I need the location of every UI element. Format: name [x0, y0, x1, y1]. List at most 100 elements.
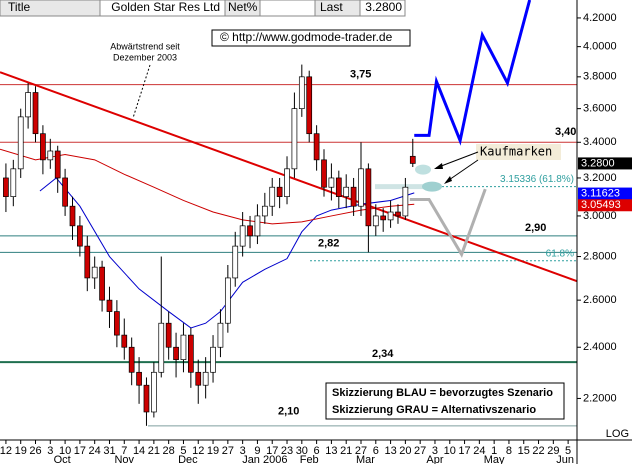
candle-body — [143, 384, 150, 413]
x-tick-label: 9 — [254, 445, 260, 457]
candle-body — [158, 322, 165, 373]
candle-body — [195, 371, 202, 386]
y-tick-label: 2.6000 — [583, 294, 617, 306]
price-box — [578, 187, 632, 200]
month-label: Feb — [300, 454, 319, 464]
candle-body — [99, 266, 105, 301]
candle-body — [69, 205, 76, 227]
arrow-head — [444, 176, 452, 184]
candle-body — [321, 159, 327, 188]
legend-box — [325, 382, 565, 420]
month-label: Dec — [178, 454, 198, 464]
x-tick-label: 17 — [266, 445, 278, 457]
header-last-label: Last — [320, 0, 343, 14]
y-tick-label: 3.6000 — [583, 103, 617, 115]
level-label: 2,10 — [278, 406, 299, 418]
candle-body — [372, 215, 379, 227]
candle-body — [62, 177, 68, 207]
y-tick-label: 2.4000 — [583, 341, 617, 353]
candle-body — [40, 133, 46, 161]
header-last-value: 3.2800 — [365, 0, 402, 14]
arrow-head — [434, 163, 443, 169]
header-name: Golden Star Res Ltd — [111, 0, 220, 14]
x-tick-label: 30 — [296, 445, 308, 457]
month-label: Mar — [356, 454, 375, 464]
month-label: Nov — [114, 454, 134, 464]
y-tick-label: 3.4000 — [583, 136, 617, 148]
header-cell — [359, 0, 406, 17]
candle-body — [136, 371, 142, 386]
x-tick-label: 3 — [240, 445, 246, 457]
trend-note-pointer — [132, 64, 151, 119]
level-label: 2,34 — [372, 348, 394, 360]
price-box-label: 3.2800 — [581, 157, 615, 169]
candle-body — [291, 108, 298, 170]
level-label: 3,40 — [555, 126, 576, 138]
x-tick-label: 26 — [29, 445, 41, 457]
candle-body — [276, 186, 283, 197]
candle-body — [298, 76, 305, 109]
header-bar: Title Golden Star Res Ltd Net% Last 3.28… — [0, 0, 406, 17]
x-tick-label: 29 — [547, 445, 559, 457]
arrow — [445, 159, 479, 183]
log-label: LOG — [606, 428, 629, 440]
y-tick-label: 2.8000 — [583, 250, 617, 262]
x-tick-label: 14 — [133, 445, 145, 457]
moving-average — [0, 148, 415, 225]
x-tick-label: 21 — [148, 445, 160, 457]
level-label: 2,82 — [318, 237, 339, 249]
candle-body — [3, 177, 9, 197]
candle-body — [387, 211, 394, 221]
candle-body — [358, 168, 364, 207]
candle-body — [17, 116, 24, 170]
candle-body — [365, 168, 372, 227]
candle-body — [128, 346, 135, 373]
candle-body — [380, 215, 387, 221]
candle-body — [54, 150, 61, 179]
candle-body — [395, 211, 401, 217]
candle-body — [350, 186, 357, 207]
price-box-label: 3.05493 — [581, 199, 621, 211]
x-tick-label: 19 — [15, 445, 27, 457]
x-tick-label: 24 — [473, 445, 485, 457]
candle-body — [210, 346, 216, 373]
candle-body — [173, 346, 179, 360]
candle-body — [261, 205, 268, 217]
x-tick-label: 10 — [59, 445, 71, 457]
candle-body — [165, 322, 172, 348]
scenario-note: Skizzierung BLAU = bevorzugtes Szenario — [332, 387, 553, 399]
candle-body — [47, 150, 54, 161]
x-tick-label: 10 — [444, 445, 456, 457]
candle-body — [343, 186, 350, 197]
trend-note: Abwärtstrend seit — [110, 41, 180, 51]
candle-body — [25, 92, 31, 118]
candle-body — [313, 133, 320, 161]
copyright: © http://www.godmode-trader.de — [220, 30, 393, 44]
y-tick-label: 3.2000 — [583, 172, 617, 184]
header-net-label: Net% — [228, 0, 258, 14]
month-label: Oct — [54, 454, 71, 464]
candle-body — [106, 299, 113, 312]
candle-body — [32, 92, 39, 135]
candle-body — [114, 311, 120, 336]
x-tick-label: 22 — [532, 445, 544, 457]
x-tick-label: 19 — [207, 445, 219, 457]
x-tick-label: 20 — [399, 445, 411, 457]
buy-mark — [415, 164, 431, 175]
copyright-box — [211, 29, 411, 47]
candle-body — [10, 168, 17, 197]
candle-body — [202, 371, 209, 386]
x-tick-label: 12 — [192, 445, 204, 457]
buy-mark — [422, 181, 442, 192]
fib-label: 3.15336 (61.8%) — [500, 174, 574, 185]
fib-label: 61.8% — [546, 248, 574, 259]
candle-body — [232, 245, 239, 279]
x-tick-label: 24 — [89, 445, 101, 457]
price-box — [578, 199, 632, 212]
x-tick-label: 5 — [180, 445, 186, 457]
month-label: May — [484, 454, 505, 464]
candle-body — [224, 277, 231, 324]
x-tick-label: 27 — [222, 445, 234, 457]
